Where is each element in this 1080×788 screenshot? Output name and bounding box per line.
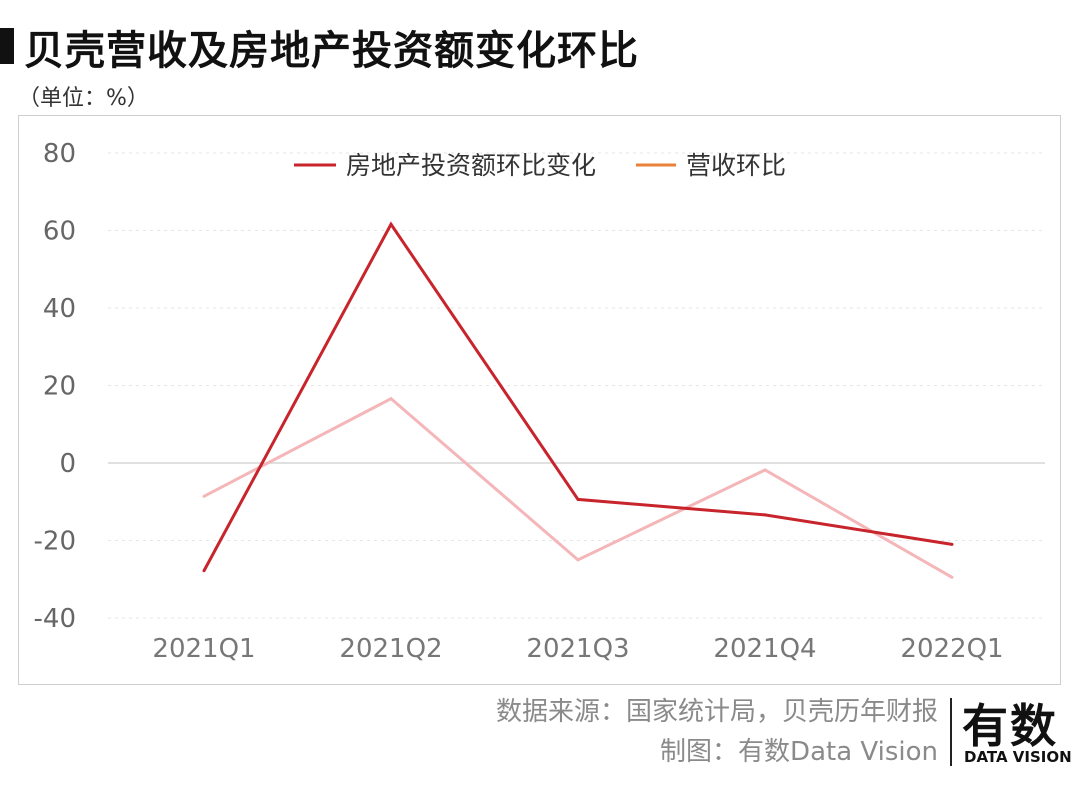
x-tick-label: 2022Q1	[900, 634, 1003, 664]
y-tick-label: 0	[59, 449, 76, 479]
data-point	[202, 494, 206, 498]
title-accent-bar	[0, 28, 14, 64]
chart-frame	[18, 115, 1061, 685]
series-line-1	[202, 221, 953, 572]
footer: 数据来源：国家统计局，贝壳历年财报 制图：有数Data Vision	[496, 692, 938, 772]
brand-logo-text: DATA VISION	[964, 748, 1072, 766]
x-tick-label: 2021Q3	[526, 634, 629, 664]
legend-label: 营收环比	[686, 151, 786, 180]
x-tick-label: 2021Q2	[339, 634, 442, 664]
legend-label: 房地产投资额环比变化	[346, 151, 596, 180]
x-tick-label: 2021Q4	[713, 634, 816, 664]
data-point	[576, 558, 580, 562]
data-point	[763, 468, 767, 472]
data-point	[389, 222, 393, 226]
data-point	[950, 575, 954, 579]
x-tick-label: 2021Q1	[152, 634, 255, 664]
y-tick-label: 40	[43, 294, 76, 324]
logo-divider	[950, 698, 952, 766]
data-point	[202, 569, 206, 573]
data-point	[576, 497, 580, 501]
source-note: 数据来源：国家统计局，贝壳历年财报	[495, 697, 938, 727]
data-point	[389, 397, 393, 401]
series-line-2	[203, 396, 953, 579]
brand-logo: 有数	[962, 699, 1058, 753]
data-point	[950, 542, 954, 546]
y-tick-label: 80	[43, 139, 76, 169]
y-tick-label: -20	[34, 527, 76, 557]
data-point	[763, 513, 767, 517]
y-tick-label: -40	[34, 604, 76, 634]
y-tick-label: 60	[43, 217, 76, 247]
chart-title: 贝壳营收及房地产投资额变化环比	[24, 28, 639, 74]
unit-label: （单位：%）	[18, 86, 149, 111]
y-tick-label: 20	[43, 372, 76, 402]
credit-note: 制图：有数Data Vision	[660, 737, 938, 767]
